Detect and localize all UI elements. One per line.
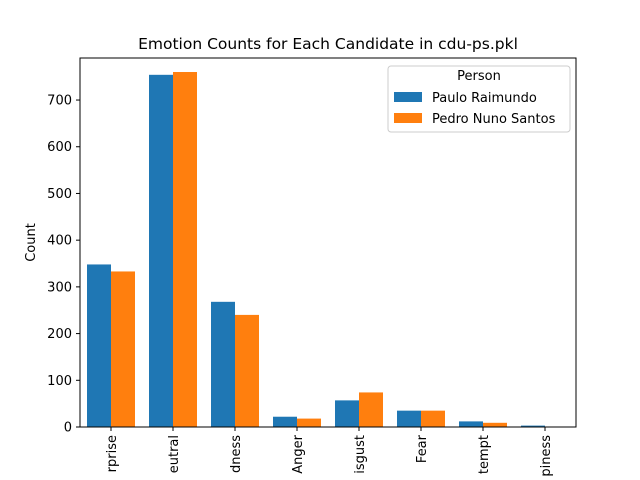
x-tick-label: eutral: [167, 435, 182, 473]
bar-pedro-nuno-santos-4: [359, 392, 383, 427]
y-tick-label: 0: [64, 421, 72, 436]
x-tick-label: dness: [229, 435, 244, 473]
plot-frame: [79, 57, 577, 428]
legend: Person Paulo Raimundo Pedro Nuno Santos: [387, 65, 571, 133]
legend-label: Paulo Raimundo: [432, 91, 537, 106]
bars-group: [87, 72, 569, 428]
y-tick-label: 400: [47, 234, 72, 249]
bar-pedro-nuno-santos-6: [483, 422, 507, 427]
bar-pedro-nuno-santos-3: [297, 418, 321, 427]
legend-label: Pedro Nuno Santos: [432, 112, 556, 127]
y-axis-label: Count: [24, 223, 39, 262]
y-tick-label: 200: [47, 327, 72, 342]
y-tick-label: 300: [47, 280, 72, 295]
y-tick-label: 600: [47, 140, 72, 155]
bar-pedro-nuno-santos-1: [173, 72, 197, 427]
bar-paulo-raimundo-1: [149, 74, 173, 428]
bar-paulo-raimundo-7: [521, 425, 545, 427]
y-tick-label: 100: [47, 374, 72, 389]
legend-title: Person: [457, 69, 501, 84]
bar-paulo-raimundo-5: [397, 410, 421, 427]
bar-pedro-nuno-santos-2: [235, 314, 259, 427]
x-tick-label: tempt: [477, 435, 492, 474]
bar-paulo-raimundo-4: [335, 400, 359, 427]
y-tick-label: 700: [47, 94, 72, 109]
bar-paulo-raimundo-3: [273, 416, 297, 427]
bar-pedro-nuno-santos-0: [111, 271, 135, 427]
x-tick-label: rprise: [105, 435, 120, 472]
x-tick-label: Fear: [415, 434, 430, 463]
bar-paulo-raimundo-6: [459, 421, 483, 427]
bar-paulo-raimundo-0: [87, 264, 111, 427]
legend-box: [387, 65, 571, 133]
x-tick-label: piness: [539, 435, 554, 477]
x-tick-label: isgust: [353, 435, 368, 474]
bar-paulo-raimundo-2: [211, 301, 235, 427]
x-axis: rprise eutral dness Anger isgust Fear tempt pin…: [105, 427, 554, 477]
y-axis: 0 100 200 300 400 500 600 700: [47, 94, 80, 436]
y-tick-label: 500: [47, 187, 72, 202]
x-tick-label: Anger: [291, 434, 306, 473]
chart-title: Emotion Counts for Each Candidate in cdu…: [138, 35, 518, 53]
bar-pedro-nuno-santos-5: [421, 410, 445, 427]
legend-swatch: [394, 113, 422, 123]
legend-swatch: [394, 92, 422, 102]
